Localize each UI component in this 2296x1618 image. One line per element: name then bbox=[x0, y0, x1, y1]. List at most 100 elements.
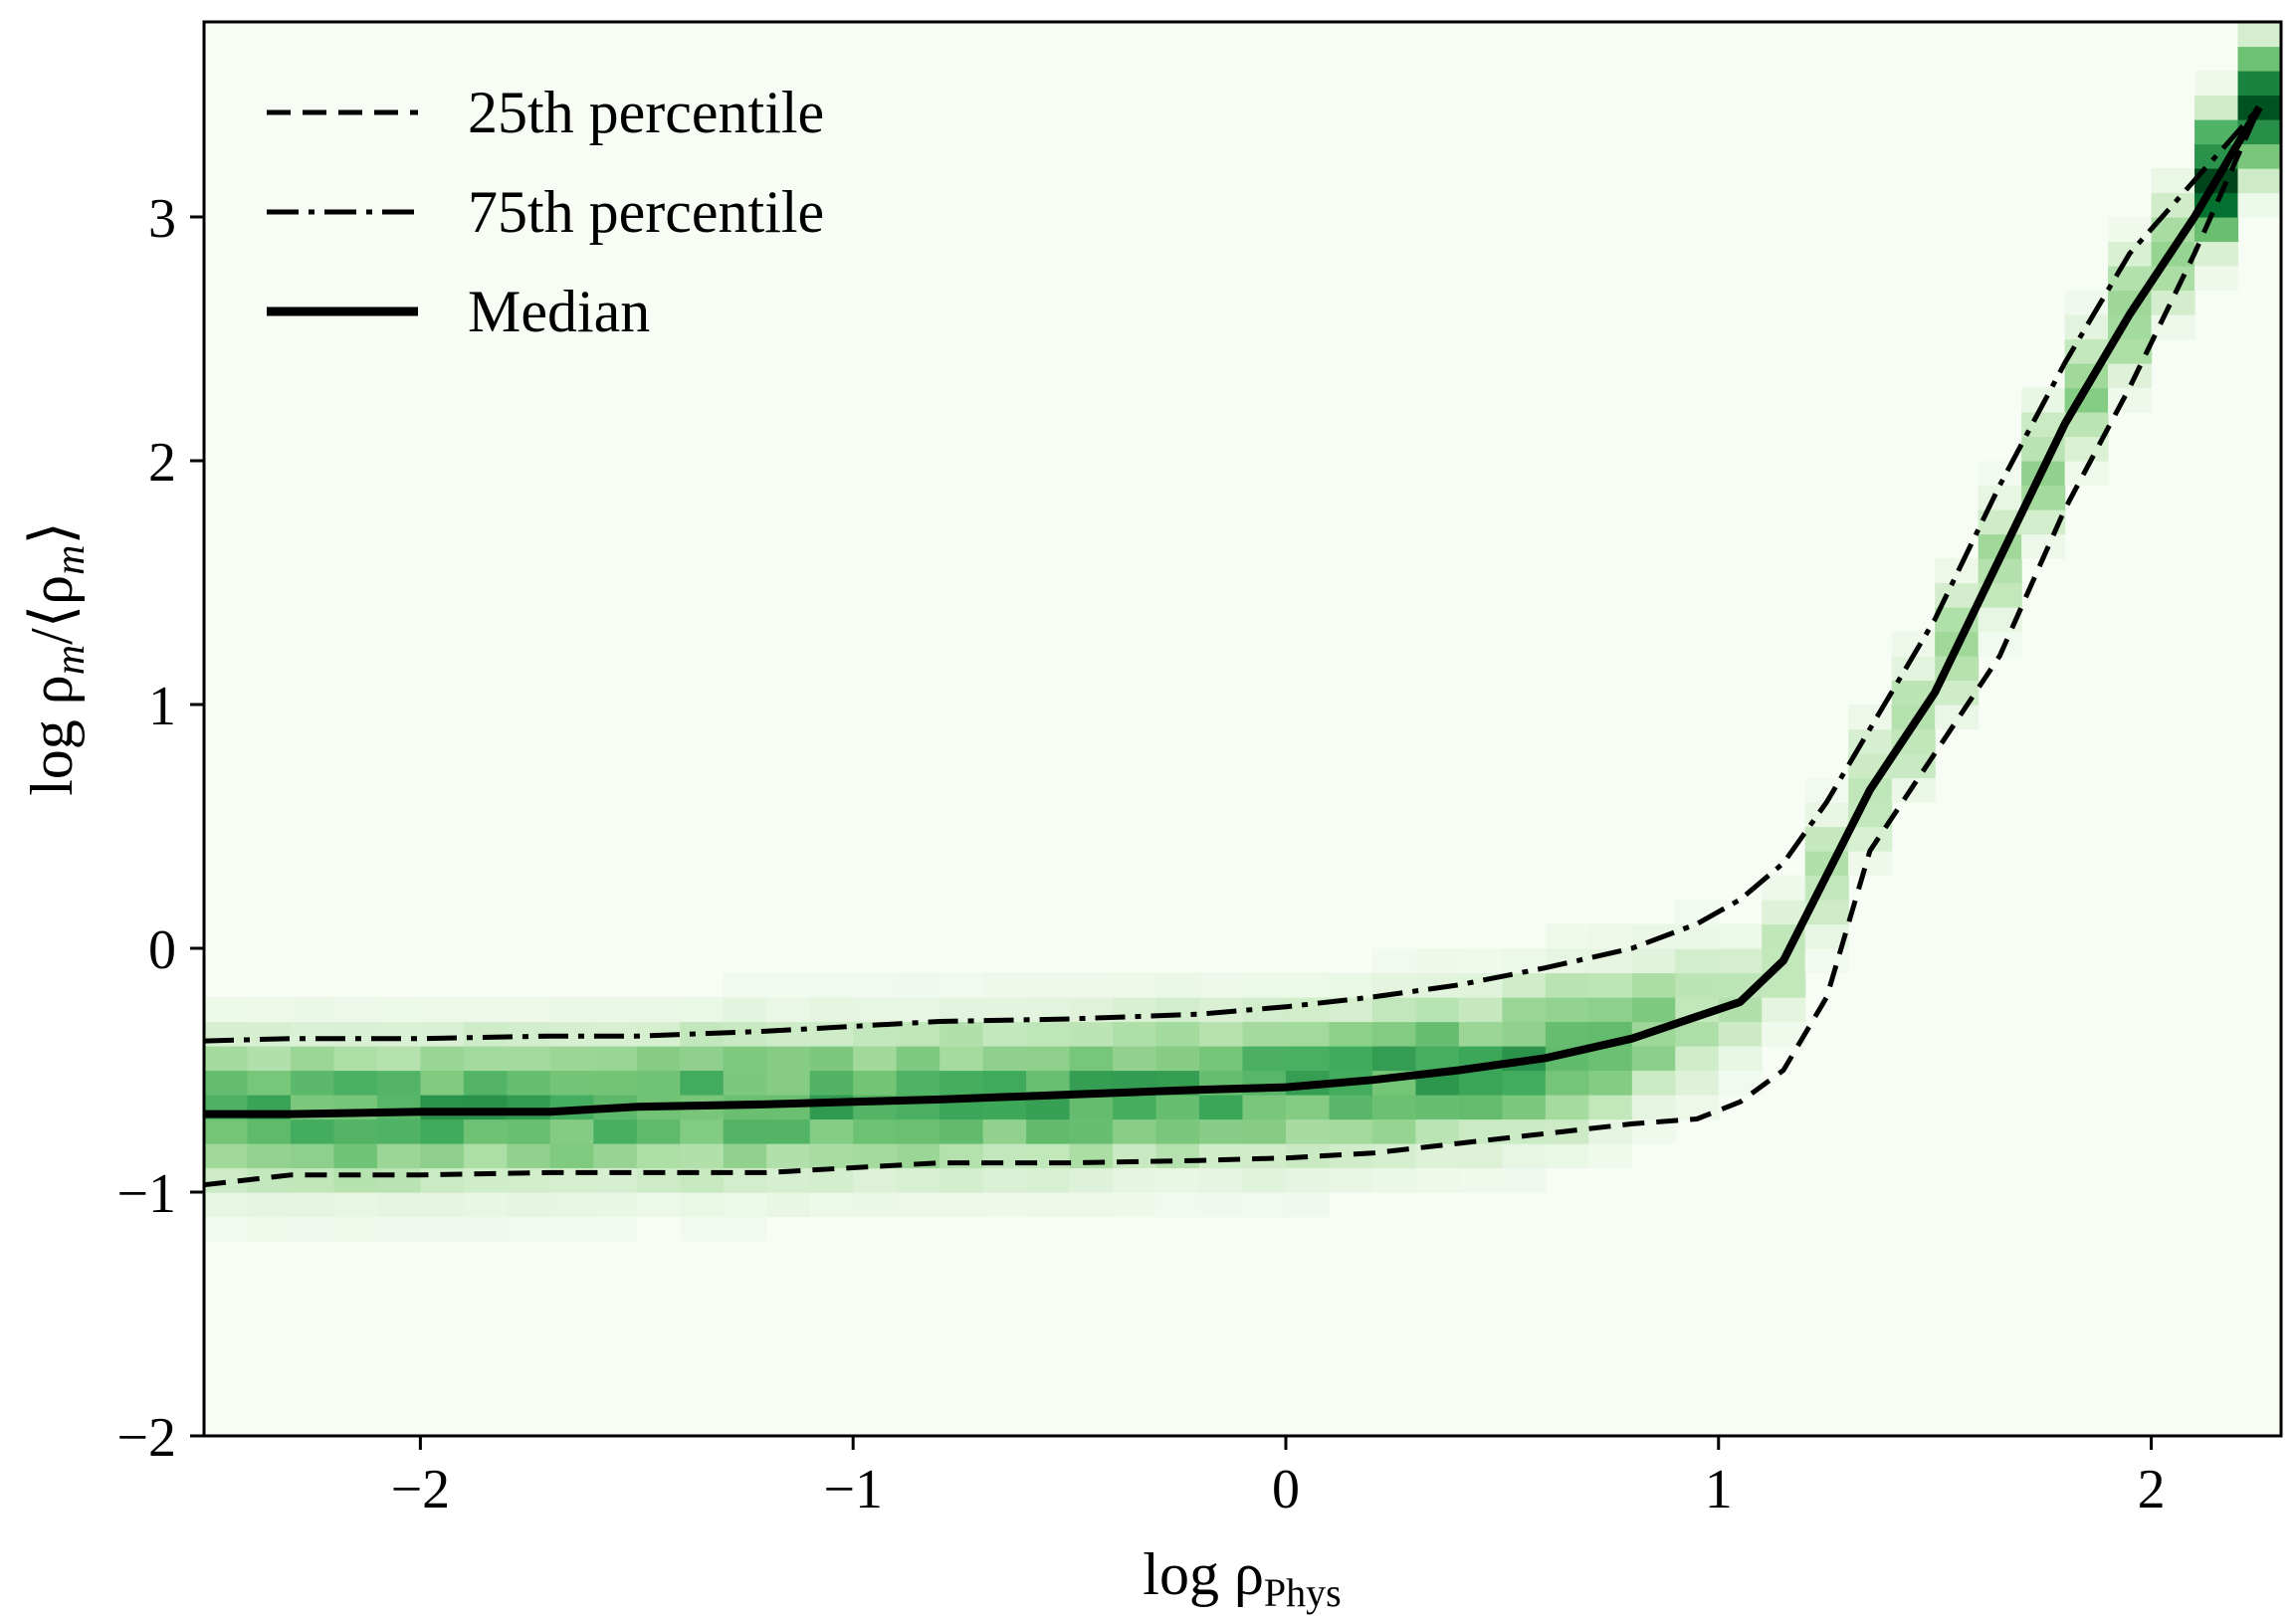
heatmap-cell bbox=[1935, 558, 1980, 584]
legend-label-75th: 75th percentile bbox=[468, 179, 824, 245]
heatmap-cell bbox=[549, 1070, 594, 1096]
heatmap-cell bbox=[809, 1192, 854, 1218]
y-tick-label: 3 bbox=[148, 188, 176, 250]
heatmap-cell bbox=[420, 1021, 465, 1047]
heatmap-cell bbox=[723, 1216, 767, 1242]
heatmap-cell bbox=[2194, 241, 2239, 267]
heatmap-cell bbox=[766, 1070, 811, 1096]
heatmap-cell bbox=[982, 1070, 1027, 1096]
heatmap-cell bbox=[1113, 1095, 1157, 1120]
heatmap-cell bbox=[1718, 1046, 1763, 1072]
y-axis-label: log ρm/⟨ρm⟩ bbox=[19, 521, 94, 796]
y-tick-label: −1 bbox=[116, 1163, 176, 1225]
heatmap-cell bbox=[420, 1118, 465, 1144]
heatmap-cell bbox=[766, 1021, 811, 1047]
legend: 25th percentile 75th percentile Median bbox=[267, 80, 824, 344]
heatmap-cell bbox=[204, 1070, 249, 1096]
heatmap-cell bbox=[1069, 1167, 1114, 1193]
heatmap-cell bbox=[376, 1118, 421, 1144]
heatmap-cell bbox=[680, 1143, 725, 1169]
heatmap-cell bbox=[1631, 997, 1676, 1023]
heatmap-cell bbox=[2108, 387, 2153, 413]
x-tick-label: 0 bbox=[1272, 1459, 1300, 1520]
heatmap-cell bbox=[549, 1118, 594, 1144]
heatmap-cell bbox=[507, 1192, 551, 1218]
x-tick-label: 2 bbox=[2138, 1459, 2166, 1520]
heatmap-cell bbox=[2237, 168, 2282, 194]
heatmap-cell bbox=[290, 1192, 335, 1218]
heatmap-cell bbox=[680, 997, 725, 1023]
heatmap-cell bbox=[463, 1021, 508, 1047]
heatmap-cell bbox=[1069, 972, 1114, 998]
heatmap-cell bbox=[1458, 1095, 1503, 1120]
heatmap-cell bbox=[1675, 1070, 1720, 1096]
heatmap-cell bbox=[1675, 1046, 1720, 1072]
heatmap-cell bbox=[507, 1046, 551, 1072]
heatmap-cell bbox=[1631, 1046, 1676, 1072]
heatmap-cell bbox=[939, 997, 984, 1023]
y-axis-label-prefix: log ρ bbox=[19, 675, 85, 796]
heatmap-cell bbox=[1242, 1095, 1287, 1120]
heatmap-cell bbox=[1113, 1167, 1157, 1193]
heatmap-cell bbox=[1371, 948, 1417, 974]
heatmap-cell bbox=[1545, 1143, 1589, 1169]
heatmap-cell bbox=[766, 1143, 811, 1169]
heatmap-cell bbox=[1155, 1095, 1200, 1120]
heatmap-cell bbox=[247, 1192, 292, 1218]
heatmap-cell bbox=[723, 1192, 767, 1218]
heatmap-cell bbox=[2194, 217, 2239, 243]
heatmap-cell bbox=[853, 1192, 898, 1218]
heatmap-cell bbox=[1502, 1143, 1547, 1169]
heatmap-cell bbox=[1631, 1070, 1676, 1096]
x-axis-label: log ρPhys bbox=[1143, 1541, 1341, 1615]
heatmap-cell bbox=[1242, 1118, 1287, 1144]
heatmap-cell bbox=[1631, 972, 1676, 998]
heatmap-cell bbox=[1762, 997, 1806, 1023]
heatmap-cell bbox=[1675, 923, 1720, 949]
heatmap-cell bbox=[1502, 997, 1547, 1023]
x-axis-label-base: log ρ bbox=[1143, 1541, 1264, 1607]
heatmap-cell bbox=[1458, 1070, 1503, 1096]
heatmap-cell bbox=[1329, 1118, 1373, 1144]
heatmap-cell bbox=[1026, 1192, 1071, 1218]
heatmap-cell bbox=[420, 997, 465, 1023]
heatmap-cell bbox=[2194, 71, 2239, 97]
heatmap-cell bbox=[1371, 1167, 1417, 1193]
heatmap-cell bbox=[1978, 485, 2022, 510]
heatmap-cell bbox=[333, 1192, 378, 1218]
heatmap-cell bbox=[1113, 1118, 1157, 1144]
heatmap-cell bbox=[1113, 1021, 1157, 1047]
heatmap-cell bbox=[204, 1216, 249, 1242]
heatmap-cell bbox=[1069, 1021, 1114, 1047]
heatmap-cell bbox=[333, 1118, 378, 1144]
heatmap-cell bbox=[1675, 948, 1720, 974]
heatmap-cell bbox=[290, 1167, 335, 1193]
heatmap-cell bbox=[2237, 22, 2282, 48]
heatmap-cell bbox=[420, 1167, 465, 1193]
heatmap-cell bbox=[463, 1143, 508, 1169]
heatmap-cell bbox=[1285, 1192, 1331, 1218]
heatmap-cell bbox=[1675, 900, 1720, 925]
heatmap-cell bbox=[1199, 972, 1244, 998]
legend-label-25th: 25th percentile bbox=[468, 80, 824, 145]
heatmap-cell bbox=[1242, 1192, 1287, 1218]
heatmap-cell bbox=[1242, 1143, 1287, 1169]
x-tick-label: −2 bbox=[391, 1459, 451, 1520]
heatmap-cell bbox=[1458, 948, 1503, 974]
heatmap-cell bbox=[680, 1046, 725, 1072]
heatmap-cell bbox=[463, 1046, 508, 1072]
heatmap-cell bbox=[247, 1046, 292, 1072]
heatmap-cell bbox=[290, 1021, 335, 1047]
heatmap-cell bbox=[982, 972, 1027, 998]
heatmap-cell bbox=[1242, 1021, 1287, 1047]
heatmap-cell bbox=[1113, 1143, 1157, 1169]
heatmap-cell bbox=[420, 1143, 465, 1169]
heatmap-cell bbox=[939, 1021, 984, 1047]
heatmap-cell bbox=[420, 1070, 465, 1096]
heatmap-cell bbox=[1458, 1167, 1503, 1193]
heatmap-cell bbox=[1026, 972, 1071, 998]
heatmap-cell bbox=[1718, 923, 1763, 949]
heatmap-cell bbox=[593, 1118, 638, 1144]
heatmap-cell bbox=[1588, 972, 1633, 998]
